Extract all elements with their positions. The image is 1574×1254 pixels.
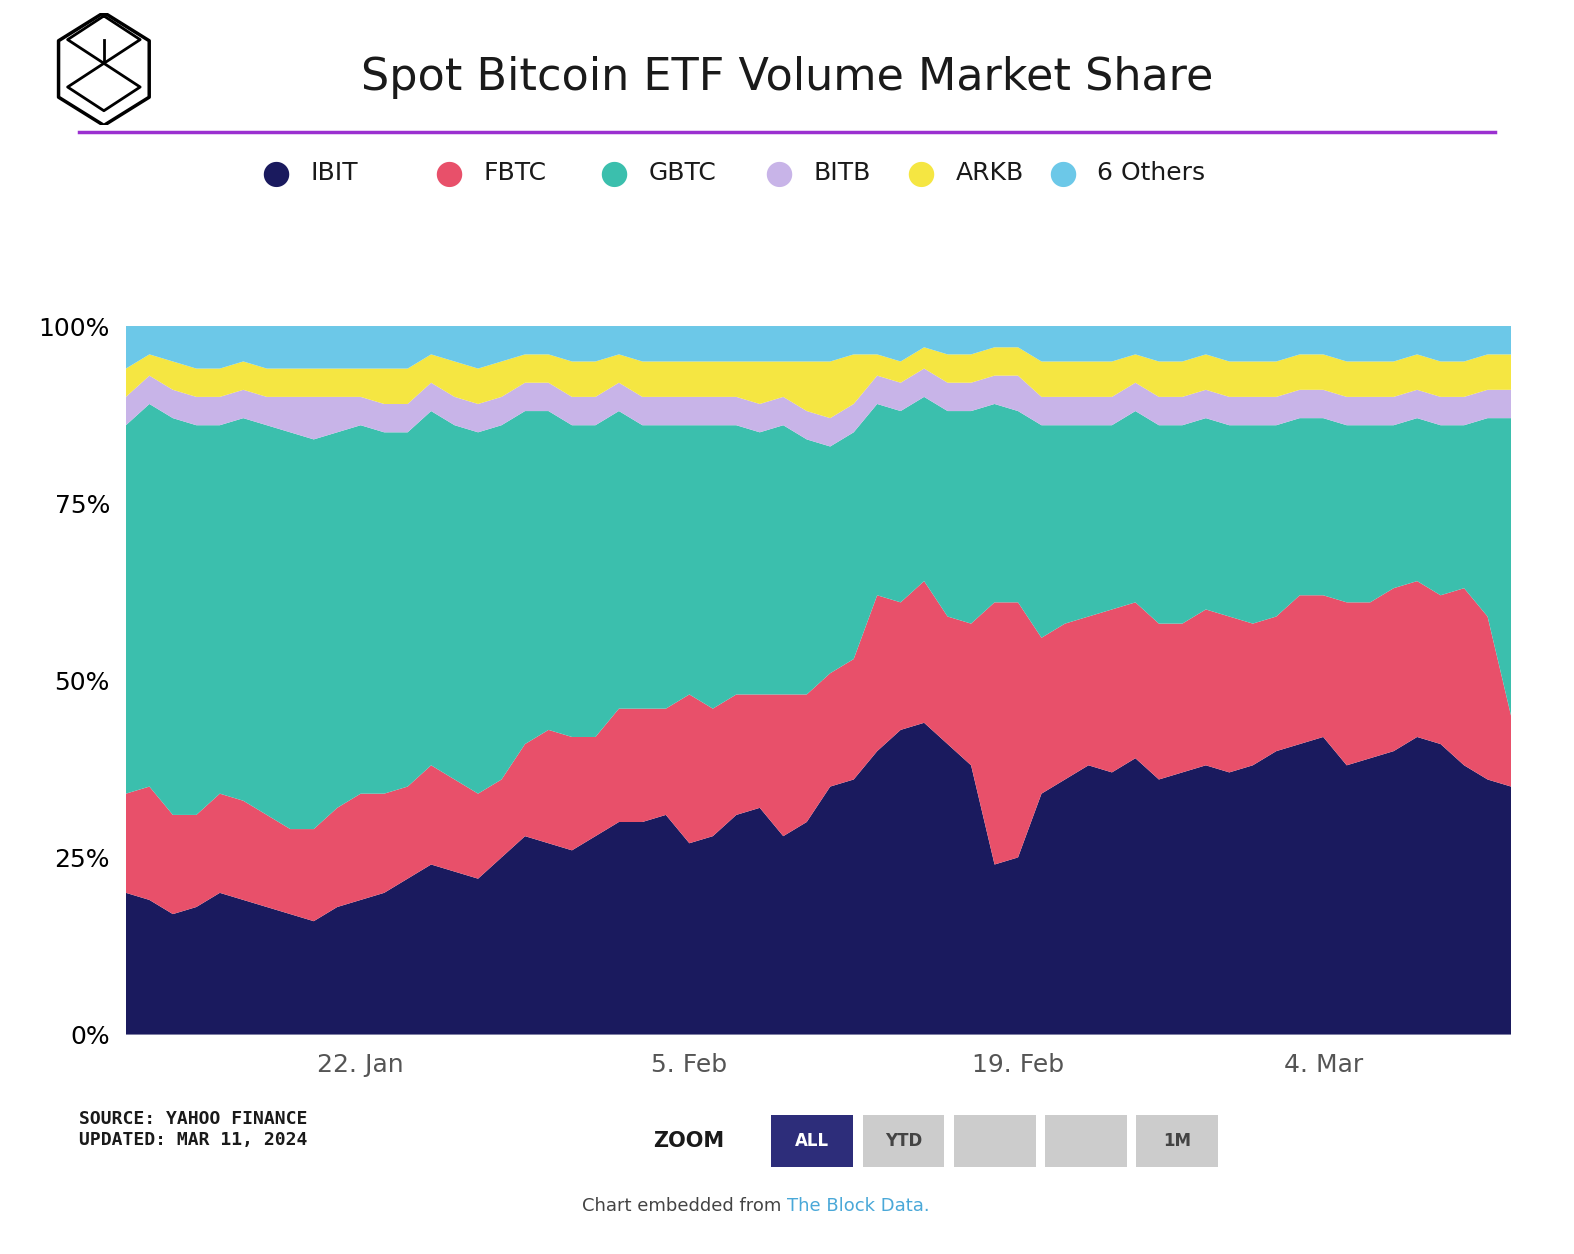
Text: Chart embedded from: Chart embedded from bbox=[582, 1198, 787, 1215]
Text: ●: ● bbox=[1048, 157, 1077, 189]
Text: 6 Others: 6 Others bbox=[1097, 161, 1206, 186]
Text: SOURCE: YAHOO FINANCE
UPDATED: MAR 11, 2024: SOURCE: YAHOO FINANCE UPDATED: MAR 11, 2… bbox=[79, 1110, 307, 1149]
Text: 1M: 1M bbox=[1163, 1132, 1192, 1150]
Text: The Block Data.: The Block Data. bbox=[787, 1198, 930, 1215]
Text: ●: ● bbox=[765, 157, 793, 189]
Text: ZOOM: ZOOM bbox=[653, 1131, 724, 1151]
Text: ●: ● bbox=[434, 157, 463, 189]
Text: IBIT: IBIT bbox=[310, 161, 357, 186]
Text: GBTC: GBTC bbox=[648, 161, 716, 186]
Text: FBTC: FBTC bbox=[483, 161, 546, 186]
Text: ●: ● bbox=[907, 157, 935, 189]
Text: ●: ● bbox=[261, 157, 290, 189]
Text: ARKB: ARKB bbox=[955, 161, 1023, 186]
Text: Spot Bitcoin ETF Volume Market Share: Spot Bitcoin ETF Volume Market Share bbox=[360, 56, 1214, 99]
Text: YTD: YTD bbox=[885, 1132, 922, 1150]
Text: BITB: BITB bbox=[814, 161, 870, 186]
Text: ●: ● bbox=[600, 157, 628, 189]
Text: ALL: ALL bbox=[795, 1132, 829, 1150]
